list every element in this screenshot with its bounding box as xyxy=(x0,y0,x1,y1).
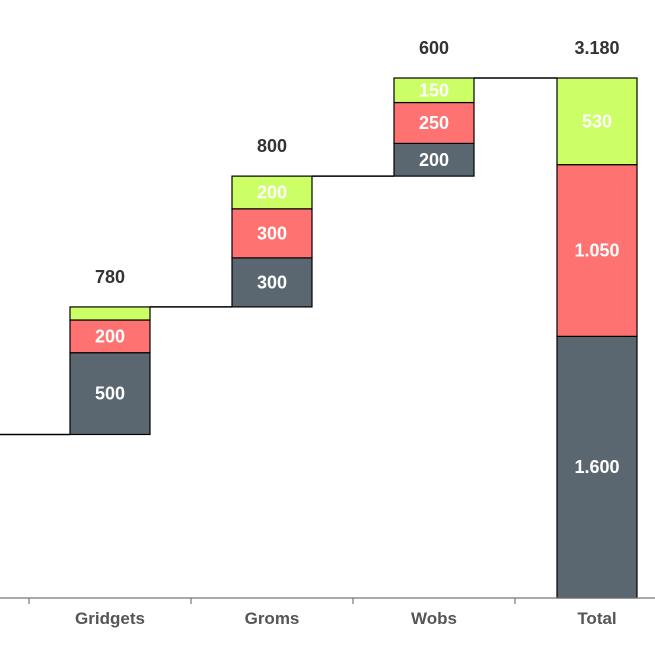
segment-value-label: 200 xyxy=(419,150,449,170)
segment-value-label: 300 xyxy=(257,223,287,243)
bar-segment xyxy=(231,175,313,210)
segment-value-label: 200 xyxy=(95,326,125,346)
bar-group-groms: 300 300 200 800 xyxy=(231,136,313,308)
segment-value-label: 250 xyxy=(419,113,449,133)
segment-value-label: 200 xyxy=(257,182,287,202)
bar-total-label: 600 xyxy=(419,38,449,58)
x-tick-label: Wobs xyxy=(411,609,457,628)
bar-segment xyxy=(69,352,151,436)
bar-segment xyxy=(393,77,475,104)
bar-total-label: 780 xyxy=(95,267,125,287)
segment-value-label: 300 xyxy=(257,272,287,292)
segment-value-label: 1.050 xyxy=(574,241,619,261)
segment-value-label: 500 xyxy=(95,384,125,404)
bar-segment xyxy=(69,306,151,321)
bar-segment xyxy=(556,335,638,599)
bar-segment xyxy=(69,319,151,354)
x-tick-label: Total xyxy=(577,609,616,628)
bar-total-label: 3.180 xyxy=(574,38,619,58)
segment-value-label: 150 xyxy=(419,80,449,100)
segment-value-label: 1.600 xyxy=(574,457,619,477)
bar-segment xyxy=(393,101,475,145)
bar-total-label: 800 xyxy=(257,136,287,156)
bar-group-gridgets: 500 200 780 xyxy=(69,267,151,436)
connector-lines xyxy=(0,77,557,436)
bar-group-total: 1.600 1.050 530 3.180 xyxy=(556,38,638,599)
x-tick-label: Groms xyxy=(245,609,300,628)
x-tick-label: Gridgets xyxy=(75,609,145,628)
bar-group-wobs: 200 250 150 600 xyxy=(393,38,475,177)
x-axis: Gridgets Groms Wobs Total xyxy=(0,597,655,628)
bar-segment xyxy=(393,142,475,177)
bar-segment xyxy=(556,77,638,166)
bar-segment xyxy=(231,208,313,259)
segment-value-label: 530 xyxy=(582,111,612,131)
